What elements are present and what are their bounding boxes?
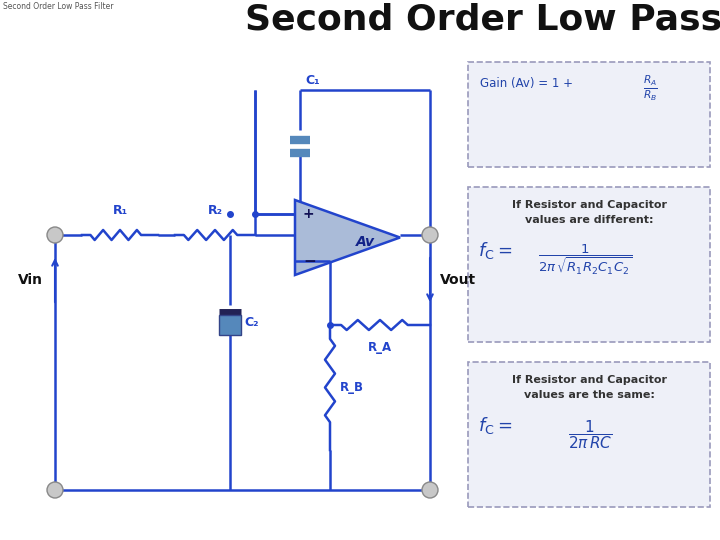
Text: R₂: R₂ xyxy=(207,204,222,217)
Text: If Resistor and Capacitor: If Resistor and Capacitor xyxy=(511,200,667,210)
Text: C₁: C₁ xyxy=(305,74,320,87)
Circle shape xyxy=(422,227,438,243)
FancyBboxPatch shape xyxy=(468,187,710,342)
Text: Vout: Vout xyxy=(440,273,476,287)
Text: $f_{\rm C}=$: $f_{\rm C}=$ xyxy=(478,415,512,436)
Text: values are the same:: values are the same: xyxy=(523,390,654,400)
Text: C₂: C₂ xyxy=(244,315,258,328)
Text: values are different:: values are different: xyxy=(525,215,653,225)
Text: $\dfrac{1}{2\pi\, RC}$: $\dfrac{1}{2\pi\, RC}$ xyxy=(567,418,612,451)
Polygon shape xyxy=(295,200,400,275)
FancyBboxPatch shape xyxy=(219,315,241,335)
Text: $\frac{R_A}{R_B}$: $\frac{R_A}{R_B}$ xyxy=(642,74,657,103)
Text: Vin: Vin xyxy=(18,273,43,287)
Text: Gain (Av) = 1 +: Gain (Av) = 1 + xyxy=(480,77,577,90)
Text: +: + xyxy=(303,207,315,221)
Text: $\dfrac{1}{2\pi\,\sqrt{R_1 R_2 C_1 C_2}}$: $\dfrac{1}{2\pi\,\sqrt{R_1 R_2 C_1 C_2}}… xyxy=(538,243,632,277)
Text: $f_{\rm C}=$: $f_{\rm C}=$ xyxy=(478,240,512,261)
Text: Av: Av xyxy=(356,235,374,249)
Text: R_B: R_B xyxy=(340,381,364,394)
Circle shape xyxy=(47,227,63,243)
FancyBboxPatch shape xyxy=(468,362,710,507)
Circle shape xyxy=(422,482,438,498)
Text: R_A: R_A xyxy=(368,341,392,354)
Text: Second Order Low Pass Filter: Second Order Low Pass Filter xyxy=(245,3,720,37)
Text: If Resistor and Capacitor: If Resistor and Capacitor xyxy=(511,375,667,385)
FancyBboxPatch shape xyxy=(468,62,710,167)
Text: −: − xyxy=(303,253,316,268)
Circle shape xyxy=(47,482,63,498)
Text: R₁: R₁ xyxy=(112,204,127,217)
Text: Second Order Low Pass Filter: Second Order Low Pass Filter xyxy=(3,2,114,11)
